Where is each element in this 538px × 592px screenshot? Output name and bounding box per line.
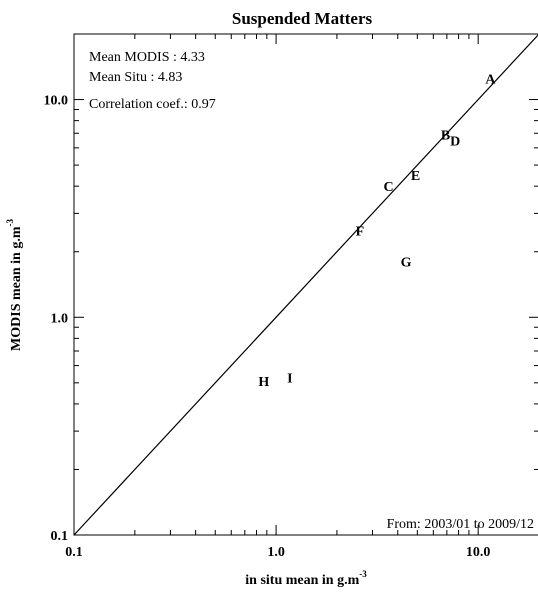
data-point-h: H bbox=[258, 375, 269, 390]
stat-mean-situ: Mean Situ : 4.83 bbox=[89, 70, 182, 85]
data-point-g: G bbox=[401, 256, 412, 271]
date-range: From: 2003/01 to 2009/12 bbox=[387, 517, 534, 532]
x-tick-label: 0.1 bbox=[65, 545, 83, 560]
y-axis-title-text: MODIS mean in g.m bbox=[9, 226, 24, 351]
x-tick-label: 1.0 bbox=[267, 545, 285, 560]
y-tick-label: 1.0 bbox=[51, 311, 69, 326]
x-axis-title: in situ mean in g.m-3 bbox=[245, 569, 367, 588]
y-tick-label: 0.1 bbox=[51, 529, 69, 544]
y-axis-title: MODIS mean in g.m-3 bbox=[5, 219, 24, 351]
data-point-a: A bbox=[485, 72, 496, 87]
data-point-d: D bbox=[450, 134, 460, 149]
y-tick-label: 10.0 bbox=[44, 94, 69, 109]
data-point-i: I bbox=[287, 371, 292, 386]
x-axis-title-text: in situ mean in g.m bbox=[245, 573, 359, 588]
x-axis-title-superscript: -3 bbox=[359, 569, 367, 579]
x-tick-label: 10.0 bbox=[466, 545, 491, 560]
data-point-c: C bbox=[383, 180, 393, 195]
data-point-e: E bbox=[411, 169, 420, 184]
data-point-b: B bbox=[441, 129, 450, 144]
chart-title: Suspended Matters bbox=[232, 9, 373, 28]
data-points: A B D C E F G H I bbox=[258, 72, 496, 389]
stat-mean-modis: Mean MODIS : 4.33 bbox=[89, 50, 205, 65]
data-point-f: F bbox=[356, 225, 365, 240]
x-axis-ticks: 0.1 1.0 10.0 bbox=[65, 34, 490, 560]
stat-correlation: Correlation coef.: 0.97 bbox=[89, 97, 216, 112]
one-to-one-line bbox=[73, 34, 538, 536]
y-axis-ticks: 0.1 1.0 10.0 bbox=[44, 94, 538, 544]
plot-frame bbox=[73, 33, 538, 536]
y-axis-title-superscript: -3 bbox=[5, 219, 15, 227]
stats-box: Mean MODIS : 4.33 Mean Situ : 4.83 Corre… bbox=[89, 50, 216, 112]
